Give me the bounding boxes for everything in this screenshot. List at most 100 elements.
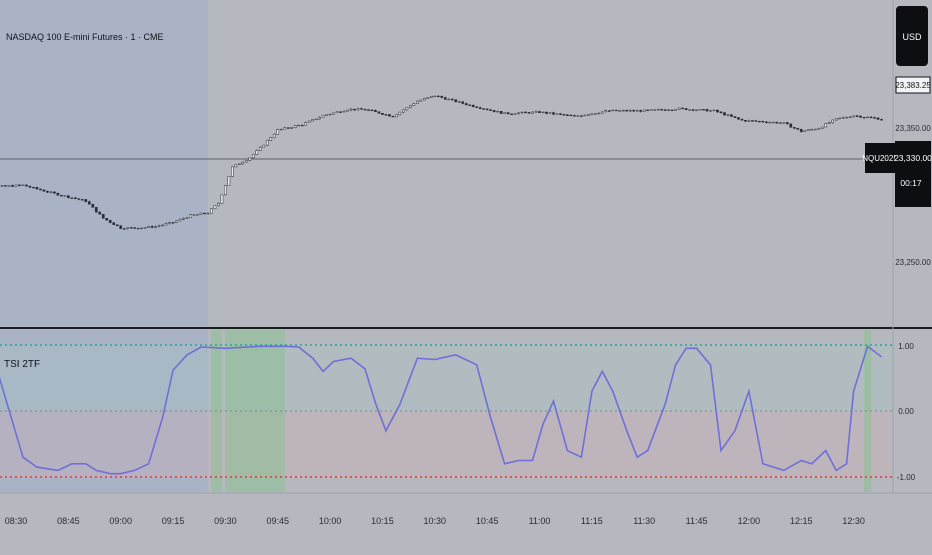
candle-body: [4, 185, 7, 187]
candle-body: [862, 117, 866, 119]
time-tick-label: 10:30: [424, 516, 447, 526]
time-tick-label: 10:00: [319, 516, 342, 526]
candle-body: [614, 109, 618, 112]
time-tick-label: 12:00: [738, 516, 761, 526]
candle-body: [820, 126, 824, 129]
candle-body: [855, 115, 859, 117]
signal-zone: [864, 330, 872, 492]
candle-body: [35, 186, 39, 190]
candle-body: [210, 208, 213, 214]
candle-body: [524, 111, 527, 114]
candle-body: [695, 109, 698, 112]
time-tick-label: 11:30: [633, 516, 655, 526]
candle-body: [806, 129, 810, 132]
time-tick-label: 10:45: [476, 516, 499, 526]
last-price-label: 23,330.00: [894, 153, 932, 163]
candle-body: [471, 104, 475, 108]
candle-body: [447, 98, 451, 101]
candle-body: [388, 114, 391, 117]
candle-body: [799, 129, 803, 133]
candle-body: [723, 112, 726, 116]
candle-body: [70, 197, 74, 199]
candlesticks: [0, 95, 883, 230]
time-tick-label: 11:00: [529, 516, 551, 526]
candle-body: [391, 115, 395, 118]
candle-body: [164, 223, 168, 226]
candle-body: [848, 116, 852, 119]
indicator-axis-tick-2: 0.00: [898, 407, 914, 416]
candle-body: [115, 224, 119, 227]
time-tick-label: 09:15: [162, 516, 185, 526]
candle-body: [555, 113, 559, 115]
candle-body: [94, 207, 98, 213]
time-axis[interactable]: 08:30 08:45 09:00 09:15 09:30 09:45 10:00 10:15…: [5, 516, 865, 526]
candle-body: [737, 117, 740, 120]
candle-body: [300, 124, 304, 127]
candle-body: [220, 194, 224, 204]
candle-body: [150, 226, 154, 228]
candle-body: [698, 109, 702, 111]
candle-body: [635, 110, 639, 112]
currency-badge[interactable]: [896, 6, 928, 66]
candle-body: [224, 185, 227, 196]
candle-body: [283, 127, 287, 130]
candle-body: [248, 157, 252, 161]
candle-body: [60, 194, 63, 197]
candle-body: [196, 214, 199, 216]
candle-body: [492, 110, 496, 112]
candle-body: [489, 109, 492, 111]
candle-body: [747, 120, 751, 122]
candle-body: [513, 113, 517, 115]
candle-body: [702, 109, 705, 111]
candle-body: [859, 115, 862, 118]
indicator-title[interactable]: TSI 2TF: [4, 359, 40, 370]
last-price-badge: [895, 141, 931, 207]
candle-body: [482, 108, 486, 110]
candle-body: [182, 218, 185, 220]
candle-body: [880, 119, 883, 121]
candle-body: [122, 228, 126, 230]
candle-body: [269, 137, 273, 141]
candle-body: [642, 109, 646, 112]
candle-body: [709, 110, 712, 112]
candle-body: [7, 185, 11, 187]
candle-body: [217, 202, 220, 206]
candle-body: [185, 217, 189, 219]
candle-body: [726, 114, 730, 116]
candle-body: [154, 226, 157, 228]
candle-body: [600, 111, 604, 114]
candle-body: [419, 99, 423, 102]
candle-body: [398, 111, 402, 116]
candle-body: [126, 227, 130, 229]
candle-body: [450, 98, 454, 101]
candle-body: [628, 110, 632, 112]
candle-body: [545, 111, 548, 114]
candle-body: [778, 122, 782, 124]
candle-body: [335, 111, 339, 114]
contract-label: NQU2025: [862, 154, 898, 163]
candle-body: [32, 186, 35, 189]
candle-body: [677, 107, 681, 110]
candle-body: [279, 128, 283, 131]
symbol-title[interactable]: NASDAQ 100 E-mini Futures · 1 · CME: [6, 32, 164, 42]
candle-body: [213, 205, 217, 210]
candle-body: [21, 184, 25, 186]
candle-body: [311, 119, 314, 122]
time-tick-label: 11:45: [686, 516, 708, 526]
candle-body: [367, 109, 370, 111]
candle-body: [405, 107, 409, 111]
candle-body: [782, 122, 786, 124]
contract-badge[interactable]: [865, 143, 895, 173]
time-tick-label: 12:15: [790, 516, 813, 526]
candle-body: [817, 128, 821, 130]
candle-body: [573, 115, 576, 117]
candle-body: [691, 109, 695, 111]
candle-body: [841, 117, 845, 119]
candle-body: [353, 108, 356, 111]
candle-body: [506, 112, 510, 115]
candle-body: [63, 195, 67, 197]
candle-body: [765, 121, 768, 124]
candle-body: [646, 109, 650, 111]
time-tick-label: 08:30: [5, 516, 28, 526]
